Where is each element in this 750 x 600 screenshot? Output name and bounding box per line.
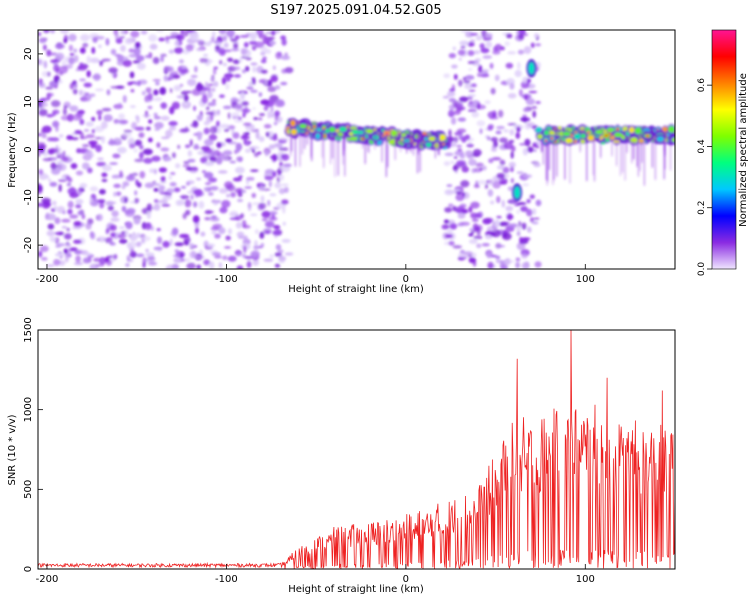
heatmap-blob (512, 183, 523, 202)
heatmap-signal-band (534, 123, 675, 186)
colorbar-tick-label: 0.0 (697, 262, 707, 277)
snr-x-tick-label: -100 (215, 574, 238, 585)
snr-y-tick-label: 0 (23, 566, 34, 572)
heatmap-y-axis-label: Frequency (Hz) (7, 112, 18, 188)
snr-x-tick-label: 100 (576, 574, 595, 585)
heatmap-y-tick-label: -10 (23, 189, 34, 205)
heatmap-signal-band (284, 117, 450, 177)
snr-plot-area (38, 330, 675, 569)
heatmap-x-ticks: -200 -100 0 100 (36, 264, 595, 285)
heatmap-cells (38, 30, 675, 269)
heatmap-noise (38, 30, 542, 269)
heatmap-x-tick-label: -200 (36, 274, 59, 285)
snr-panel: -200 -100 0 100 0 500 1000 1500 Height of stra… (7, 317, 676, 595)
colorbar-tick-label: 0.6 (697, 78, 707, 93)
heatmap-y-tick-label: 20 (23, 48, 34, 61)
heatmap-x-axis-label: Height of straight line (km) (288, 284, 424, 295)
heatmap-y-tick-label: 10 (23, 95, 34, 108)
heatmap-y-tick-label: 0 (23, 146, 34, 152)
snr-x-ticks: -200 -100 0 100 (36, 564, 595, 585)
figure-title: S197.2025.091.04.52.G05 (270, 3, 441, 18)
snr-y-tick-label: 1500 (23, 317, 34, 342)
snr-y-axis-label: SNR (10 * v/v) (7, 414, 18, 485)
snr-y-tick-label: 1000 (23, 397, 34, 422)
colorbar-tick-label: 0.4 (697, 139, 707, 154)
heatmap-blob (526, 59, 537, 78)
snr-x-tick-label: -200 (36, 574, 59, 585)
heatmap-y-tick-label: -20 (23, 237, 34, 253)
snr-series-line (38, 330, 675, 569)
heatmap-x-tick-label: -100 (215, 274, 238, 285)
colorbar: 0.0 0.2 0.4 0.6 Normalized spectral amplitu… (697, 29, 749, 276)
snr-y-tick-label: 500 (23, 480, 34, 499)
heatmap-x-tick-label: 100 (576, 274, 595, 285)
colorbar-ticks: 0.0 0.2 0.4 0.6 (697, 78, 712, 276)
colorbar-label: Normalized spectral amplitude (738, 73, 749, 227)
snr-x-axis-label: Height of straight line (km) (288, 584, 424, 595)
heatmap-x-tick-label: 0 (403, 274, 409, 285)
snr-y-ticks: 0 500 1000 1500 (23, 317, 43, 572)
snr-x-tick-label: 0 (403, 574, 409, 585)
snr-frame (37, 329, 676, 570)
colorbar-strip (711, 29, 737, 270)
colorbar-tick-label: 0.2 (697, 201, 707, 215)
heatmap-y-ticks: 20 10 0 -10 -20 (23, 48, 43, 253)
